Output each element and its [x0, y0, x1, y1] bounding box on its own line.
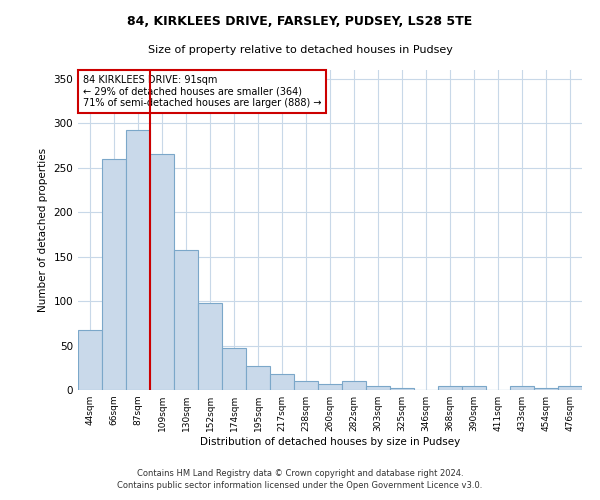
Text: 84, KIRKLEES DRIVE, FARSLEY, PUDSEY, LS28 5TE: 84, KIRKLEES DRIVE, FARSLEY, PUDSEY, LS2…	[127, 15, 473, 28]
Text: Contains HM Land Registry data © Crown copyright and database right 2024.
Contai: Contains HM Land Registry data © Crown c…	[118, 468, 482, 490]
Bar	[222, 348, 246, 390]
Bar	[462, 386, 486, 390]
Bar	[558, 386, 582, 390]
Bar	[174, 250, 198, 390]
Bar	[318, 384, 342, 390]
Bar	[342, 381, 366, 390]
Text: Size of property relative to detached houses in Pudsey: Size of property relative to detached ho…	[148, 45, 452, 55]
Text: 84 KIRKLEES DRIVE: 91sqm
← 29% of detached houses are smaller (364)
71% of semi-: 84 KIRKLEES DRIVE: 91sqm ← 29% of detach…	[83, 75, 322, 108]
Bar	[510, 386, 534, 390]
Bar	[534, 388, 558, 390]
Bar	[294, 381, 318, 390]
Bar	[270, 374, 294, 390]
X-axis label: Distribution of detached houses by size in Pudsey: Distribution of detached houses by size …	[200, 437, 460, 447]
Bar	[366, 386, 390, 390]
Bar	[198, 303, 222, 390]
Bar	[78, 330, 102, 390]
Bar	[390, 388, 414, 390]
Bar	[246, 366, 270, 390]
Bar	[438, 386, 462, 390]
Bar	[102, 159, 126, 390]
Bar	[126, 130, 150, 390]
Y-axis label: Number of detached properties: Number of detached properties	[38, 148, 48, 312]
Bar	[150, 154, 174, 390]
